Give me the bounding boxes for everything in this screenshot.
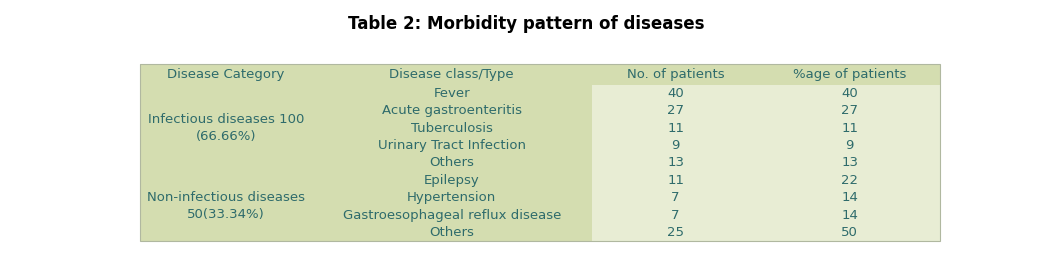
Text: Urinary Tract Infection: Urinary Tract Infection: [378, 139, 525, 152]
Text: 11: 11: [841, 122, 858, 135]
Text: Others: Others: [430, 156, 474, 169]
Text: %age of patients: %age of patients: [793, 68, 907, 81]
Text: Others: Others: [430, 226, 474, 239]
Text: Disease class/Type: Disease class/Type: [390, 68, 514, 81]
Text: Fever: Fever: [434, 87, 470, 100]
Bar: [592, 64, 939, 84]
Text: 13: 13: [841, 156, 858, 169]
Text: 7: 7: [672, 209, 680, 222]
Text: 11: 11: [668, 174, 684, 187]
Text: 7: 7: [672, 191, 680, 204]
Text: 25: 25: [668, 226, 684, 239]
Text: 11: 11: [668, 122, 684, 135]
Text: 13: 13: [668, 156, 684, 169]
Text: Epilepsy: Epilepsy: [423, 174, 479, 187]
Text: 27: 27: [841, 104, 858, 117]
Bar: [592, 84, 939, 241]
Text: No. of patients: No. of patients: [627, 68, 724, 81]
Text: 22: 22: [841, 174, 858, 187]
Text: Tuberculosis: Tuberculosis: [411, 122, 493, 135]
Text: Acute gastroenteritis: Acute gastroenteritis: [381, 104, 521, 117]
Bar: [140, 64, 939, 241]
Text: 50: 50: [841, 226, 858, 239]
Text: Disease Category: Disease Category: [167, 68, 284, 81]
Text: 14: 14: [841, 209, 858, 222]
Text: 27: 27: [668, 104, 684, 117]
Text: 9: 9: [672, 139, 680, 152]
Text: Table 2: Morbidity pattern of diseases: Table 2: Morbidity pattern of diseases: [349, 15, 704, 33]
Text: 40: 40: [841, 87, 858, 100]
Text: 14: 14: [841, 191, 858, 204]
Text: 9: 9: [846, 139, 854, 152]
Bar: [140, 64, 592, 241]
Text: Gastroesophageal reflux disease: Gastroesophageal reflux disease: [342, 209, 561, 222]
Text: Hypertension: Hypertension: [408, 191, 496, 204]
Text: Non-infectious diseases
50(33.34%): Non-infectious diseases 50(33.34%): [146, 191, 304, 221]
Text: Infectious diseases 100
(66.66%): Infectious diseases 100 (66.66%): [147, 113, 304, 143]
Text: 40: 40: [668, 87, 684, 100]
